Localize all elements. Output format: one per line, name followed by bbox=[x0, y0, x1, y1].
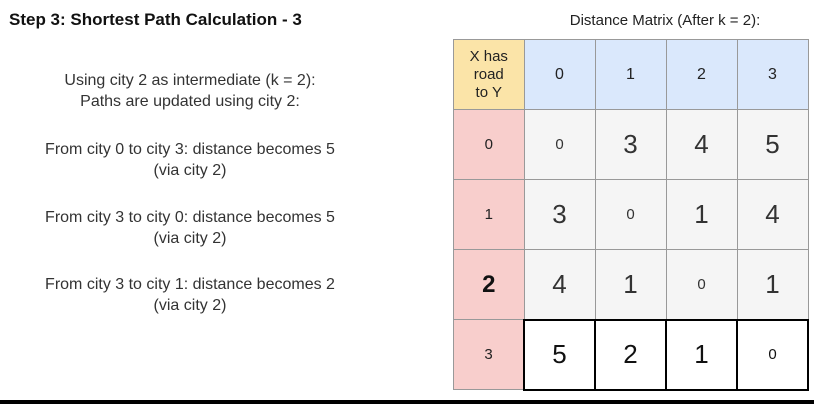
matrix-cell: 1 bbox=[736, 249, 809, 320]
distance-matrix: X has road to Y 0 1 2 3 0 0 3 4 5 1 3 0 … bbox=[453, 39, 809, 391]
corner-line: road bbox=[473, 65, 504, 83]
matrix-corner-label: X has road to Y bbox=[453, 39, 525, 110]
matrix-cell: 1 bbox=[594, 249, 667, 320]
matrix-cell: 5 bbox=[736, 109, 809, 180]
matrix-row-0: 0 0 3 4 5 bbox=[453, 109, 809, 180]
matrix-title: Distance Matrix (After k = 2): bbox=[569, 12, 761, 29]
matrix-header-row: X has road to Y 0 1 2 3 bbox=[453, 39, 809, 110]
row-header-2-highlighted: 2 bbox=[453, 249, 525, 320]
matrix-cell: 2 bbox=[594, 318, 667, 391]
intro-text: Using city 2 as intermediate (k = 2): Pa… bbox=[0, 70, 380, 112]
matrix-cell: 0 bbox=[736, 318, 809, 391]
corner-line: to Y bbox=[475, 83, 502, 101]
matrix-row-1: 1 3 0 1 4 bbox=[453, 179, 809, 250]
update-note-3-0: From city 3 to city 0: distance becomes … bbox=[0, 207, 380, 249]
matrix-row-2: 2 4 1 0 1 bbox=[453, 249, 809, 320]
matrix-cell: 0 bbox=[594, 179, 667, 250]
matrix-cell: 4 bbox=[665, 109, 738, 180]
update-note-3-1: From city 3 to city 1: distance becomes … bbox=[0, 274, 380, 316]
column-header-3: 3 bbox=[736, 39, 809, 110]
column-header-1: 1 bbox=[594, 39, 667, 110]
matrix-cell: 3 bbox=[594, 109, 667, 180]
update-note-0-3: From city 0 to city 3: distance becomes … bbox=[0, 139, 380, 181]
matrix-cell: 4 bbox=[736, 179, 809, 250]
column-header-0: 0 bbox=[523, 39, 596, 110]
column-header-2: 2 bbox=[665, 39, 738, 110]
matrix-row-3: 3 5 2 1 0 bbox=[453, 318, 809, 391]
matrix-cell: 4 bbox=[523, 249, 596, 320]
page-title: Step 3: Shortest Path Calculation - 3 bbox=[9, 10, 302, 29]
update-line: From city 0 to city 3: distance becomes … bbox=[45, 141, 335, 158]
matrix-cell: 0 bbox=[665, 249, 738, 320]
bottom-border-line bbox=[0, 400, 814, 404]
update-via: (via city 2) bbox=[153, 230, 227, 247]
intro-line-2: Paths are updated using city 2: bbox=[80, 93, 300, 110]
matrix-cell: 3 bbox=[523, 179, 596, 250]
update-via: (via city 2) bbox=[153, 297, 227, 314]
update-via: (via city 2) bbox=[153, 162, 227, 179]
update-line: From city 3 to city 0: distance becomes … bbox=[45, 209, 335, 226]
matrix-cell: 5 bbox=[523, 318, 596, 391]
intro-line-1: Using city 2 as intermediate (k = 2): bbox=[64, 72, 316, 89]
matrix-cell: 0 bbox=[523, 109, 596, 180]
corner-line: X has bbox=[469, 47, 508, 65]
row-header-1: 1 bbox=[453, 179, 525, 250]
row-header-0: 0 bbox=[453, 109, 525, 180]
matrix-cell: 1 bbox=[665, 179, 738, 250]
matrix-cell: 1 bbox=[665, 318, 738, 391]
row-header-3: 3 bbox=[453, 319, 525, 390]
update-line: From city 3 to city 1: distance becomes … bbox=[45, 276, 335, 293]
